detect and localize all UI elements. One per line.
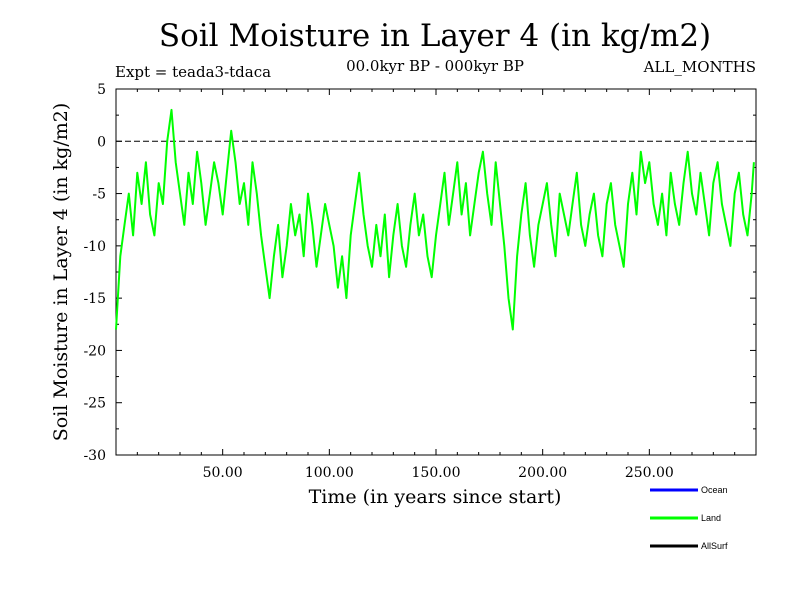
plot-frame [115,88,757,456]
x-tick-label: 100.00 [305,465,354,481]
y-tick-label: 0 [97,134,106,150]
x-tick-label: 250.00 [625,465,674,481]
experiment-label: Expt = teada3-tdaca [115,63,271,81]
legend-item-ocean: Ocean [650,485,728,495]
legend-label: AllSurf [701,541,728,551]
plot-area: 5 0 -5 -10 -15 -20 -25 -30 50.00 100.00 150.00 200.… [83,82,757,481]
y-tick-label: 5 [97,82,106,98]
y-tick-label: -10 [83,239,106,255]
time-range-label: 00.0kyr BP - 000kyr BP [346,57,524,75]
legend: Ocean Land AllSurf [650,485,728,551]
chart-title: Soil Moisture in Layer 4 (in kg/m2) [159,18,711,54]
legend-item-land: Land [650,513,721,523]
y-axis-label: Soil Moisture in Layer 4 (in kg/m2) [50,103,72,442]
y-tick-label: -15 [83,291,106,307]
series-line-land [115,108,755,331]
x-tick-label: 200.00 [518,465,567,481]
legend-label: Land [701,513,721,523]
x-axis-label: Time (in years since start) [309,486,562,508]
x-tick-label: 50.00 [203,465,243,481]
months-label: ALL_MONTHS [643,58,756,76]
x-tick-label: 150.00 [412,465,461,481]
y-tick-label: -5 [92,187,106,203]
legend-label: Ocean [701,485,728,495]
y-tick-label: -20 [83,343,106,359]
y-tick-label: -30 [83,448,106,464]
y-tick-label: -25 [83,396,106,412]
legend-item-allsurf: AllSurf [650,541,728,551]
